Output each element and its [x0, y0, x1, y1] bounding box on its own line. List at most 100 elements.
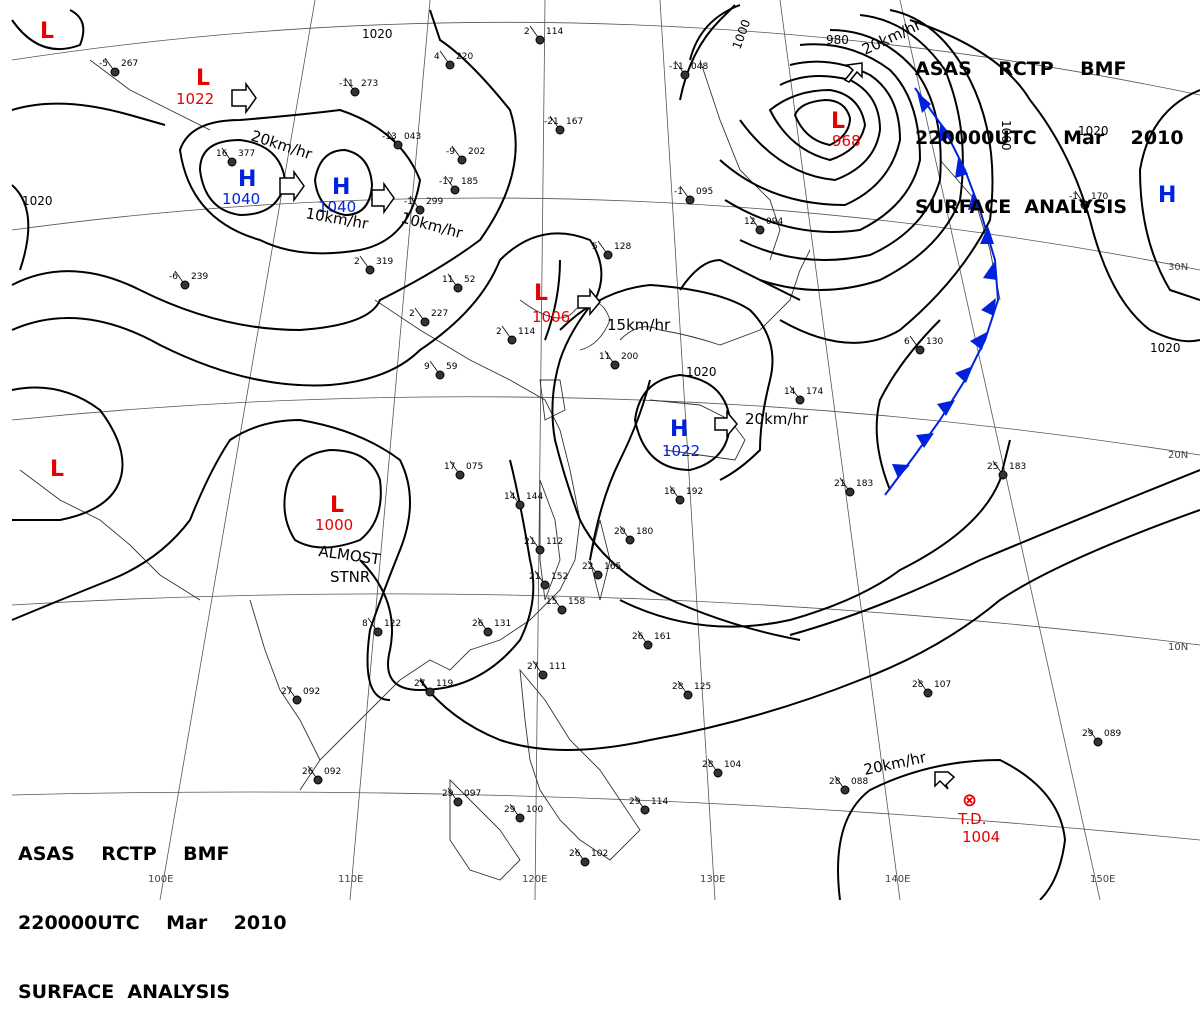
- station-pressure: 130: [926, 337, 943, 347]
- station-marker: [350, 87, 360, 97]
- low-china-glyph: L: [330, 493, 344, 518]
- station-pressure: 167: [566, 117, 583, 127]
- station-marker: [455, 470, 465, 480]
- station-marker: [227, 157, 237, 167]
- station-pressure: 128: [614, 242, 631, 252]
- station-plot: 11 52: [442, 273, 475, 293]
- station-plot: 21 152: [529, 570, 568, 590]
- note-stnr: STNR: [330, 568, 370, 586]
- header-line-3: SURFACE ANALYSIS: [18, 981, 231, 1003]
- station-temp: 28: [912, 680, 924, 690]
- station-temp: -13: [382, 132, 397, 142]
- station-pressure: 104: [724, 760, 741, 770]
- station-pressure: 192: [686, 487, 703, 497]
- station-temp: 12: [744, 217, 755, 227]
- station-temp: 25: [987, 462, 998, 472]
- station-marker: [515, 500, 525, 510]
- station-temp: 28: [702, 760, 714, 770]
- lat-label: 30N: [1168, 262, 1188, 273]
- station-plot: 26 102: [569, 847, 608, 867]
- station-pressure: 075: [466, 462, 483, 472]
- station-temp: 26: [472, 619, 484, 629]
- station-pressure: 107: [934, 680, 951, 690]
- station-temp: 29: [629, 797, 641, 807]
- station-temp: 16: [664, 487, 676, 497]
- station-pressure: 100: [526, 805, 543, 815]
- station-pressure: 131: [494, 619, 511, 629]
- isobar-label: 1020: [1150, 341, 1181, 355]
- header-line-3: SURFACE ANALYSIS: [915, 196, 1128, 218]
- station-plot: 2 114: [524, 25, 563, 45]
- low-kamchatka-glyph: L: [831, 109, 845, 134]
- station-marker: [453, 283, 463, 293]
- station-plot: 20 180: [614, 525, 653, 545]
- station-marker: [555, 125, 565, 135]
- station-pressure: 267: [121, 59, 138, 69]
- station-marker: [1093, 737, 1103, 747]
- header-line-2: 220000UTC Mar 2010: [18, 912, 287, 934]
- high-japan-glyph: H: [670, 417, 688, 442]
- station-plot: 27 111: [527, 660, 566, 680]
- station-temp: 11: [442, 275, 453, 285]
- station-marker: [453, 797, 463, 807]
- station-pressure: 043: [404, 132, 421, 142]
- station-plot: -1 095: [674, 185, 713, 205]
- station-plot: 2 319: [354, 255, 393, 275]
- station-temp: 26: [569, 849, 581, 859]
- station-pressure: 111: [549, 662, 566, 672]
- station-marker: [1080, 200, 1090, 210]
- station-marker: [580, 857, 590, 867]
- station-marker: [755, 225, 765, 235]
- station-plot: 29 100: [504, 803, 543, 823]
- station-temp: 29: [504, 805, 516, 815]
- motion-label: 10km/hr: [304, 204, 370, 233]
- station-plot: 28 104: [702, 758, 741, 778]
- station-pressure: 095: [696, 187, 713, 197]
- lon-label: 110E: [338, 874, 363, 885]
- high-pacific-glyph: H: [1158, 183, 1176, 208]
- station-pressure: 158: [568, 597, 585, 607]
- station-pressure: 170: [1091, 192, 1108, 202]
- station-plot: 14 174: [784, 385, 823, 405]
- station-marker: [450, 185, 460, 195]
- station-marker: [393, 140, 403, 150]
- station-marker: [507, 335, 517, 345]
- station-pressure: 174: [806, 387, 823, 397]
- station-plot: 26 092: [302, 765, 341, 785]
- td-pacific-glyph: ⊗: [962, 790, 977, 811]
- station-marker: [373, 627, 383, 637]
- station-pressure: 094: [766, 217, 783, 227]
- station-marker: [675, 495, 685, 505]
- station-plot: 29 114: [629, 795, 668, 815]
- station-plot: -9 202: [446, 145, 485, 165]
- station-pressure: 202: [468, 147, 485, 157]
- station-pressure: 377: [238, 149, 255, 159]
- station-marker: [535, 35, 545, 45]
- station-plot: 12 094: [744, 215, 783, 235]
- station-temp: -11: [339, 79, 354, 89]
- station-plot: 8 122: [362, 617, 401, 637]
- high-siberia-1-glyph: H: [238, 167, 256, 192]
- station-marker: [425, 687, 435, 697]
- station-temp: 27: [281, 687, 292, 697]
- station-pressure: 200: [621, 352, 638, 362]
- low-mongolia-value: 1022: [176, 90, 214, 108]
- station-pressure: 102: [591, 849, 608, 859]
- low-mongolia-glyph: L: [196, 66, 210, 91]
- station-temp: 28: [672, 682, 684, 692]
- station-marker: [180, 280, 190, 290]
- station-temp: -11: [669, 62, 684, 72]
- td-pacific-label: T.D.: [957, 810, 986, 828]
- station-temp: 2: [409, 309, 415, 319]
- header-line-2: 220000UTC Mar 2010: [915, 127, 1184, 149]
- station-marker: [457, 155, 467, 165]
- station-plot: 11 200: [599, 350, 638, 370]
- station-temp: -17: [439, 177, 454, 187]
- motion-label: 15km/hr: [607, 316, 671, 334]
- station-pressure: 125: [694, 682, 711, 692]
- station-temp: -21: [544, 117, 559, 127]
- station-marker: [610, 360, 620, 370]
- station-marker: [292, 695, 302, 705]
- station-marker: [515, 813, 525, 823]
